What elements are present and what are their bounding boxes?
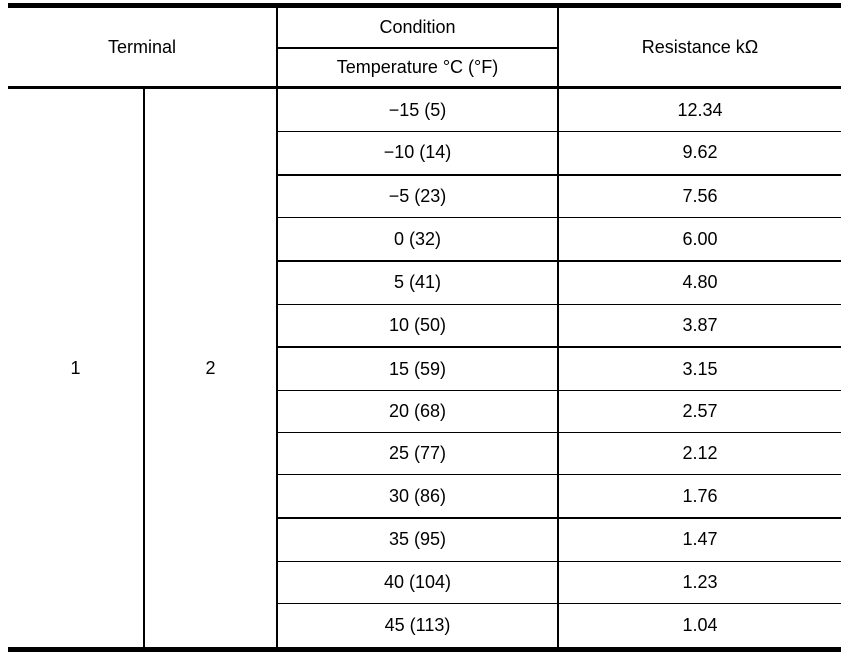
resistance-cell: 4.80 — [558, 261, 841, 305]
header-row-top: Terminal Condition Resistance kΩ — [8, 5, 841, 89]
temperature-cell: 30 (86) — [277, 474, 559, 520]
resistance-cell: 2.12 — [558, 432, 841, 476]
table-row: 35 (95) 1.47 — [8, 518, 841, 562]
table-row: 15 (59) 3.15 — [8, 347, 841, 392]
temperature-cell: 5 (41) — [277, 261, 559, 305]
resistance-cell: 1.04 — [558, 603, 841, 651]
terminal-1-cell: 1 — [8, 87, 145, 650]
table-row: 5 (41) 4.80 — [8, 261, 841, 305]
table-row: 0 (32) 6.00 — [8, 217, 841, 263]
resistance-cell: 2.57 — [558, 390, 841, 434]
table-row: 20 (68) 2.57 — [8, 390, 841, 434]
header-row-bottom: Temperature °C (°F) — [8, 47, 841, 89]
resistance-header: Resistance kΩ — [558, 5, 841, 89]
table-header: Terminal Condition Resistance kΩ Tempera… — [8, 5, 841, 89]
terminal-2-cell: 2 — [144, 87, 278, 650]
resistance-cell: 3.15 — [558, 347, 841, 392]
temperature-cell: 20 (68) — [277, 390, 559, 434]
condition-header: Condition — [277, 5, 559, 49]
temperature-cell: 15 (59) — [277, 347, 559, 392]
table-row: 40 (104) 1.23 — [8, 561, 841, 604]
table-body: 1 2 −15 (5) 12.34 −10 (14) 9.62 −5 (23) 7.56 0 (… — [8, 87, 841, 651]
resistance-cell: 3.87 — [558, 304, 841, 349]
resistance-spec-table: Terminal Condition Resistance kΩ Tempera… — [8, 3, 841, 652]
temperature-header: Temperature °C (°F) — [277, 47, 559, 89]
temperature-cell: −10 (14) — [277, 131, 559, 176]
temperature-cell: 25 (77) — [277, 432, 559, 476]
resistance-cell: 7.56 — [558, 174, 841, 219]
temperature-cell: 40 (104) — [277, 561, 559, 604]
table-row: 30 (86) 1.76 — [8, 474, 841, 520]
resistance-cell: 1.23 — [558, 561, 841, 604]
resistance-cell: 12.34 — [558, 87, 841, 133]
resistance-cell: 1.47 — [558, 518, 841, 562]
resistance-cell: 9.62 — [558, 131, 841, 176]
table-row: −5 (23) 7.56 — [8, 174, 841, 219]
temperature-cell: 45 (113) — [277, 603, 559, 651]
table-row: 10 (50) 3.87 — [8, 304, 841, 349]
table-row: 45 (113) 1.04 — [8, 603, 841, 651]
table-row: 25 (77) 2.12 — [8, 432, 841, 476]
table-row: −10 (14) 9.62 — [8, 131, 841, 176]
terminal-header: Terminal — [8, 5, 278, 89]
temperature-cell: 10 (50) — [277, 304, 559, 349]
temperature-cell: 35 (95) — [277, 518, 559, 562]
temperature-cell: −15 (5) — [277, 87, 559, 133]
resistance-cell: 1.76 — [558, 474, 841, 520]
temperature-cell: −5 (23) — [277, 174, 559, 219]
table-row: 1 2 −15 (5) 12.34 — [8, 87, 841, 650]
temperature-cell: 0 (32) — [277, 217, 559, 263]
resistance-cell: 6.00 — [558, 217, 841, 263]
